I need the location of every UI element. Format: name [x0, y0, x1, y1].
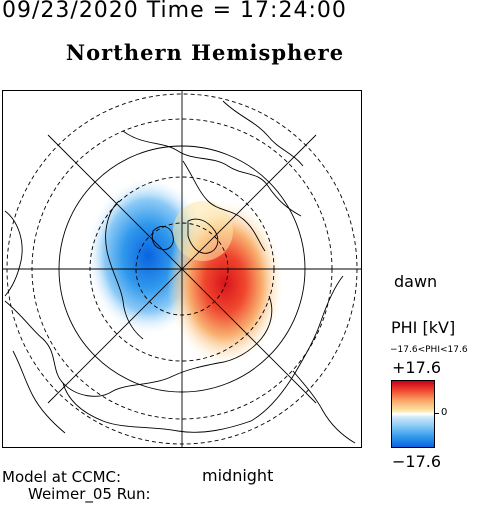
date-time-title: 09/23/2020 Time = 17:24:00 — [2, 0, 347, 23]
polar-map — [2, 90, 362, 448]
midnight-label: midnight — [202, 466, 274, 485]
colorbar-min-label: −17.6 — [392, 452, 442, 471]
colorbar-range: −17.6<PHI<17.6 — [390, 345, 468, 355]
model-credit: Model at CCMC: — [2, 468, 122, 486]
coastlines — [4, 100, 356, 444]
hemisphere-title: Northern Hemisphere — [65, 40, 345, 65]
colorbar — [391, 380, 435, 448]
polar-map-svg — [3, 91, 361, 447]
colorbar-zero-label: 0 — [441, 407, 448, 418]
dawn-label: dawn — [394, 272, 438, 291]
colorbar-max-label: +17.6 — [392, 358, 442, 377]
run-credit: Weimer_05 Run: — [28, 485, 151, 503]
colorbar-zero-tick — [435, 413, 439, 414]
colorbar-title: PHI [kV] — [391, 318, 456, 337]
